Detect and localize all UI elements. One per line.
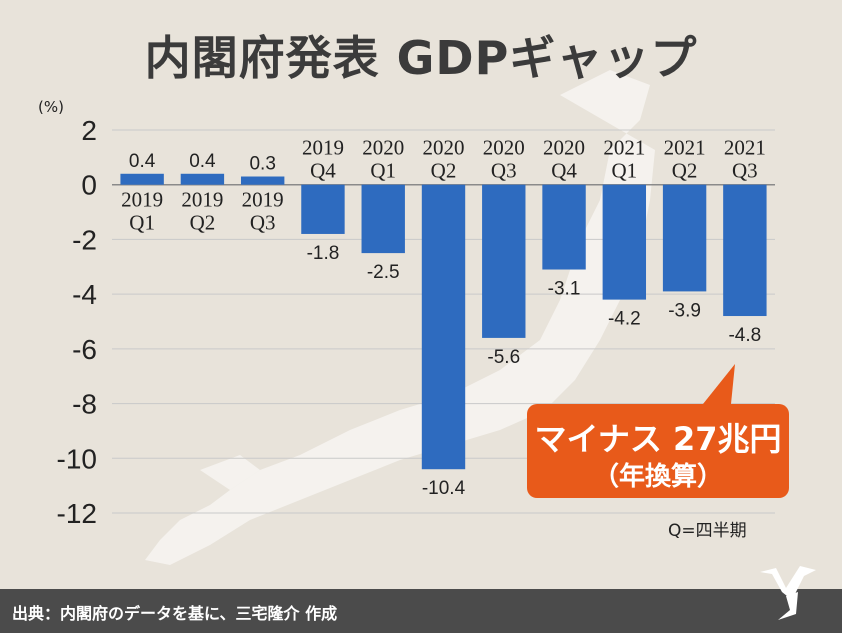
y-tick-label: -12 xyxy=(57,498,97,529)
y-tick-label: 2 xyxy=(81,115,97,146)
category-label-quarter: Q1 xyxy=(370,159,396,183)
category-label-quarter: Q2 xyxy=(190,211,216,235)
callout-main-text: マイナス 27兆円 xyxy=(534,420,782,458)
value-label: -3.1 xyxy=(548,279,581,300)
y-tick-label: 0 xyxy=(81,170,97,201)
bar xyxy=(180,173,225,185)
value-label: 0.4 xyxy=(129,151,156,172)
value-label: -2.5 xyxy=(367,262,400,283)
value-label: -10.4 xyxy=(422,478,466,499)
value-label: -4.8 xyxy=(728,325,761,346)
value-label: -5.6 xyxy=(487,347,520,368)
bars xyxy=(120,173,767,470)
category-label-year: 2020 xyxy=(362,136,404,160)
category-label-quarter: Q1 xyxy=(129,211,155,235)
bar xyxy=(421,184,466,470)
y-tick-label: -8 xyxy=(72,389,97,420)
category-label-year: 2020 xyxy=(543,136,585,160)
value-label: 0.3 xyxy=(249,154,275,175)
y-tick-label: -2 xyxy=(72,224,97,255)
category-label-year: 2019 xyxy=(302,136,344,160)
category-label-year: 2019 xyxy=(181,188,223,212)
callout-box: マイナス 27兆円 （年換算） xyxy=(527,404,789,498)
value-label: -3.9 xyxy=(668,300,701,321)
category-label-year: 2019 xyxy=(242,188,284,212)
y-tick-label: -6 xyxy=(72,334,97,365)
y-tick-label: -4 xyxy=(72,279,97,310)
category-label-year: 2020 xyxy=(423,136,465,160)
bar xyxy=(602,184,647,300)
category-label-quarter: Q2 xyxy=(672,159,698,183)
bar xyxy=(361,184,405,254)
category-label-quarter: Q3 xyxy=(491,159,517,183)
value-label: -4.2 xyxy=(608,309,641,330)
category-label-quarter: Q2 xyxy=(431,159,457,183)
value-label: -1.8 xyxy=(307,243,340,264)
category-label-quarter: Q4 xyxy=(310,159,336,183)
y-tick-label: -10 xyxy=(57,443,97,474)
bar xyxy=(723,184,767,317)
labels: 0.42019Q10.42019Q20.32019Q3-1.82019Q4-2.… xyxy=(121,136,766,500)
category-label-quarter: Q1 xyxy=(611,159,637,183)
quarter-note: Q=四半期 xyxy=(668,521,747,541)
footer-bar: 出典：内閣府のデータを基に、三宅隆介 作成 xyxy=(0,589,842,633)
category-label-year: 2019 xyxy=(121,188,163,212)
y-axis: (%) 2 0 -2 -4 -6 -8 -10 -12 xyxy=(38,98,97,529)
category-label-year: 2021 xyxy=(603,136,645,160)
chart: (%)20-2-4-6-8-10-12 0.42019Q10.42019Q20.… xyxy=(38,70,775,565)
category-label-quarter: Q3 xyxy=(732,159,758,183)
category-label-year: 2020 xyxy=(483,136,525,160)
bar xyxy=(662,184,707,292)
publisher-logo-icon xyxy=(760,566,816,620)
category-label-year: 2021 xyxy=(664,136,706,160)
japan-map-silhouette xyxy=(145,70,655,565)
bar xyxy=(542,184,586,270)
page-title: 内閣府発表 GDPギャップ xyxy=(144,31,698,85)
value-label: 0.4 xyxy=(189,151,216,172)
source-text: 出典：内閣府のデータを基に、三宅隆介 作成 xyxy=(12,604,338,623)
bar xyxy=(240,176,285,185)
y-axis-unit-label: (%) xyxy=(38,98,64,116)
bar xyxy=(482,184,526,338)
callout-tail xyxy=(695,364,735,414)
bar xyxy=(301,184,345,234)
category-label-quarter: Q4 xyxy=(551,159,577,183)
category-label-quarter: Q3 xyxy=(250,211,276,235)
bar xyxy=(120,173,164,185)
category-label-year: 2021 xyxy=(724,136,766,160)
callout-sub-text: （年換算） xyxy=(592,462,723,492)
